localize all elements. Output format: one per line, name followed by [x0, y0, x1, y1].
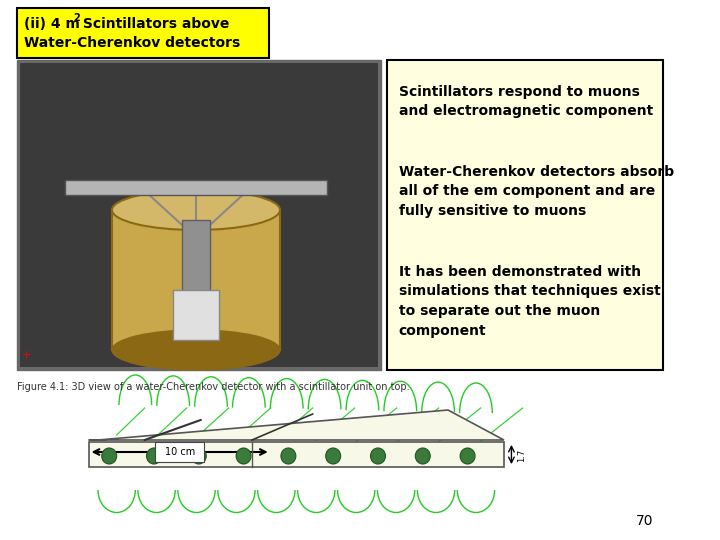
- FancyBboxPatch shape: [89, 442, 504, 467]
- Circle shape: [415, 448, 431, 464]
- FancyBboxPatch shape: [17, 60, 381, 370]
- Text: Water-Cherenkov detectors: Water-Cherenkov detectors: [24, 36, 240, 50]
- FancyBboxPatch shape: [173, 290, 220, 340]
- Circle shape: [371, 448, 385, 464]
- Text: 10 cm: 10 cm: [165, 447, 195, 457]
- FancyBboxPatch shape: [182, 220, 210, 330]
- Circle shape: [192, 448, 206, 464]
- Text: 70: 70: [636, 514, 653, 528]
- Text: (ii) 4 m: (ii) 4 m: [24, 17, 80, 31]
- FancyBboxPatch shape: [156, 442, 204, 462]
- Text: 1.7: 1.7: [517, 448, 526, 462]
- Text: Scintillators respond to muons
and electromagnetic component: Scintillators respond to muons and elect…: [398, 85, 653, 118]
- FancyBboxPatch shape: [112, 210, 280, 350]
- Circle shape: [281, 448, 296, 464]
- FancyBboxPatch shape: [17, 8, 269, 58]
- Circle shape: [325, 448, 341, 464]
- Text: Water-Cherenkov detectors absorb
all of the em component and are
fully sensitive: Water-Cherenkov detectors absorb all of …: [398, 165, 674, 218]
- FancyBboxPatch shape: [387, 60, 662, 370]
- Circle shape: [460, 448, 475, 464]
- Text: Scintillators above: Scintillators above: [78, 17, 230, 31]
- Circle shape: [102, 448, 117, 464]
- Polygon shape: [89, 410, 504, 440]
- Text: +: +: [22, 350, 31, 360]
- Ellipse shape: [112, 190, 280, 230]
- Text: 2: 2: [73, 13, 79, 23]
- Circle shape: [147, 448, 161, 464]
- Circle shape: [236, 448, 251, 464]
- FancyBboxPatch shape: [19, 63, 378, 367]
- Text: It has been demonstrated with
simulations that techniques exist
to separate out : It has been demonstrated with simulation…: [398, 265, 660, 338]
- Text: Figure 4.1: 3D view of a water-Cherenkov detector with a scintillator unit on to: Figure 4.1: 3D view of a water-Cherenkov…: [17, 382, 410, 392]
- Polygon shape: [66, 180, 327, 195]
- Ellipse shape: [112, 330, 280, 370]
